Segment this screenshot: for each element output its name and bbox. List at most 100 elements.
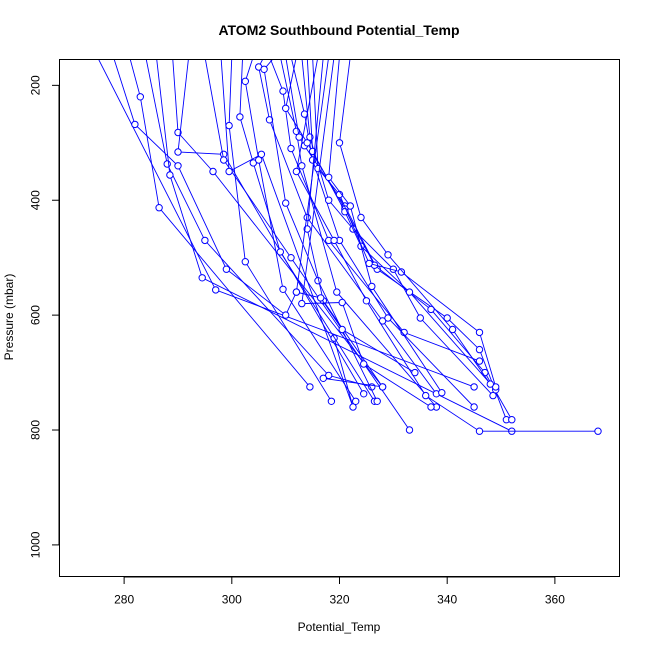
series-line [228, 59, 332, 402]
chart-title: ATOM2 Southbound Potential_Temp [218, 22, 459, 38]
y-tick-label: 600 [29, 305, 43, 325]
x-tick-label: 360 [545, 593, 565, 607]
data-point [282, 199, 290, 207]
y-tick-label: 200 [29, 75, 43, 95]
data-point [470, 403, 478, 411]
data-point [155, 204, 163, 212]
series-line [339, 59, 491, 385]
series-28 [335, 59, 494, 388]
data-point [475, 328, 484, 337]
series-23 [292, 59, 602, 435]
series-8 [204, 59, 414, 434]
data-point [438, 389, 446, 397]
series-line [177, 59, 365, 395]
series-27 [325, 59, 446, 397]
data-point [241, 258, 250, 266]
data-point [352, 397, 360, 405]
series-10 [225, 59, 336, 405]
data-point [241, 77, 250, 86]
data-point [360, 360, 368, 368]
data-point [378, 383, 387, 391]
series-3 [129, 59, 314, 391]
data-point [422, 391, 430, 400]
data-point [174, 162, 182, 170]
series-line [113, 59, 297, 316]
plot-frame [59, 59, 620, 577]
data-point [330, 236, 338, 245]
series-21 [306, 59, 500, 394]
data-point [209, 167, 217, 176]
data-point [368, 282, 376, 291]
data-point [327, 397, 336, 405]
data-point [222, 265, 231, 273]
data-point [416, 314, 424, 322]
data-point [306, 383, 314, 391]
data-point [475, 357, 484, 365]
data-point [292, 167, 301, 176]
data-point [236, 113, 244, 121]
data-point [427, 305, 435, 314]
data-point [338, 325, 346, 334]
data-point [317, 294, 325, 302]
data-point [295, 133, 303, 141]
data-point [475, 427, 484, 435]
data-point [136, 93, 145, 101]
data-point [362, 297, 371, 305]
data-point [292, 288, 301, 296]
y-axis-label: Pressure (mbar) [2, 274, 16, 361]
data-point [298, 162, 306, 170]
data-point [314, 164, 322, 173]
x-axis: 280 300 320 340 360 [114, 576, 565, 607]
data-point [360, 390, 368, 398]
data-point [475, 345, 484, 354]
data-point [255, 156, 263, 164]
y-tick-label: 800 [29, 420, 43, 440]
x-tick-label: 320 [329, 593, 349, 607]
series-12 [241, 59, 360, 405]
series-9 [220, 59, 357, 411]
data-point [174, 148, 182, 156]
data-point [405, 426, 414, 434]
data-point [325, 196, 333, 204]
data-point [594, 427, 602, 435]
data-point [427, 403, 435, 411]
data-point [166, 171, 174, 179]
data-point [287, 254, 295, 262]
data-point [384, 251, 392, 259]
data-point [201, 236, 209, 245]
data-point [333, 288, 341, 296]
data-point [220, 156, 228, 164]
data-point [260, 65, 268, 74]
data-point [443, 314, 451, 322]
y-tick-label: 1000 [29, 531, 43, 558]
series-line [285, 59, 513, 420]
data-point [163, 160, 171, 168]
data-point [405, 288, 414, 296]
x-axis-label: Potential_Temp [298, 620, 381, 634]
data-point [325, 173, 333, 182]
series-1 [98, 59, 478, 391]
data-point [335, 139, 344, 147]
y-tick-label: 400 [29, 190, 43, 210]
data-point [384, 314, 392, 322]
data-point [287, 144, 295, 153]
data-point [198, 274, 206, 282]
data-point [373, 397, 381, 405]
series-line [306, 59, 497, 391]
data-point [489, 391, 497, 400]
data-point [276, 248, 284, 256]
data-point [282, 104, 290, 113]
data-point [346, 202, 354, 210]
data-point [279, 285, 287, 293]
series-line [204, 59, 410, 431]
data-point [365, 259, 373, 268]
plot-series [98, 59, 602, 435]
data-point [411, 368, 419, 377]
data-point [338, 298, 346, 307]
series-25 [292, 59, 419, 377]
data-point [319, 374, 327, 382]
data-point [397, 268, 406, 276]
data-point [298, 299, 306, 308]
